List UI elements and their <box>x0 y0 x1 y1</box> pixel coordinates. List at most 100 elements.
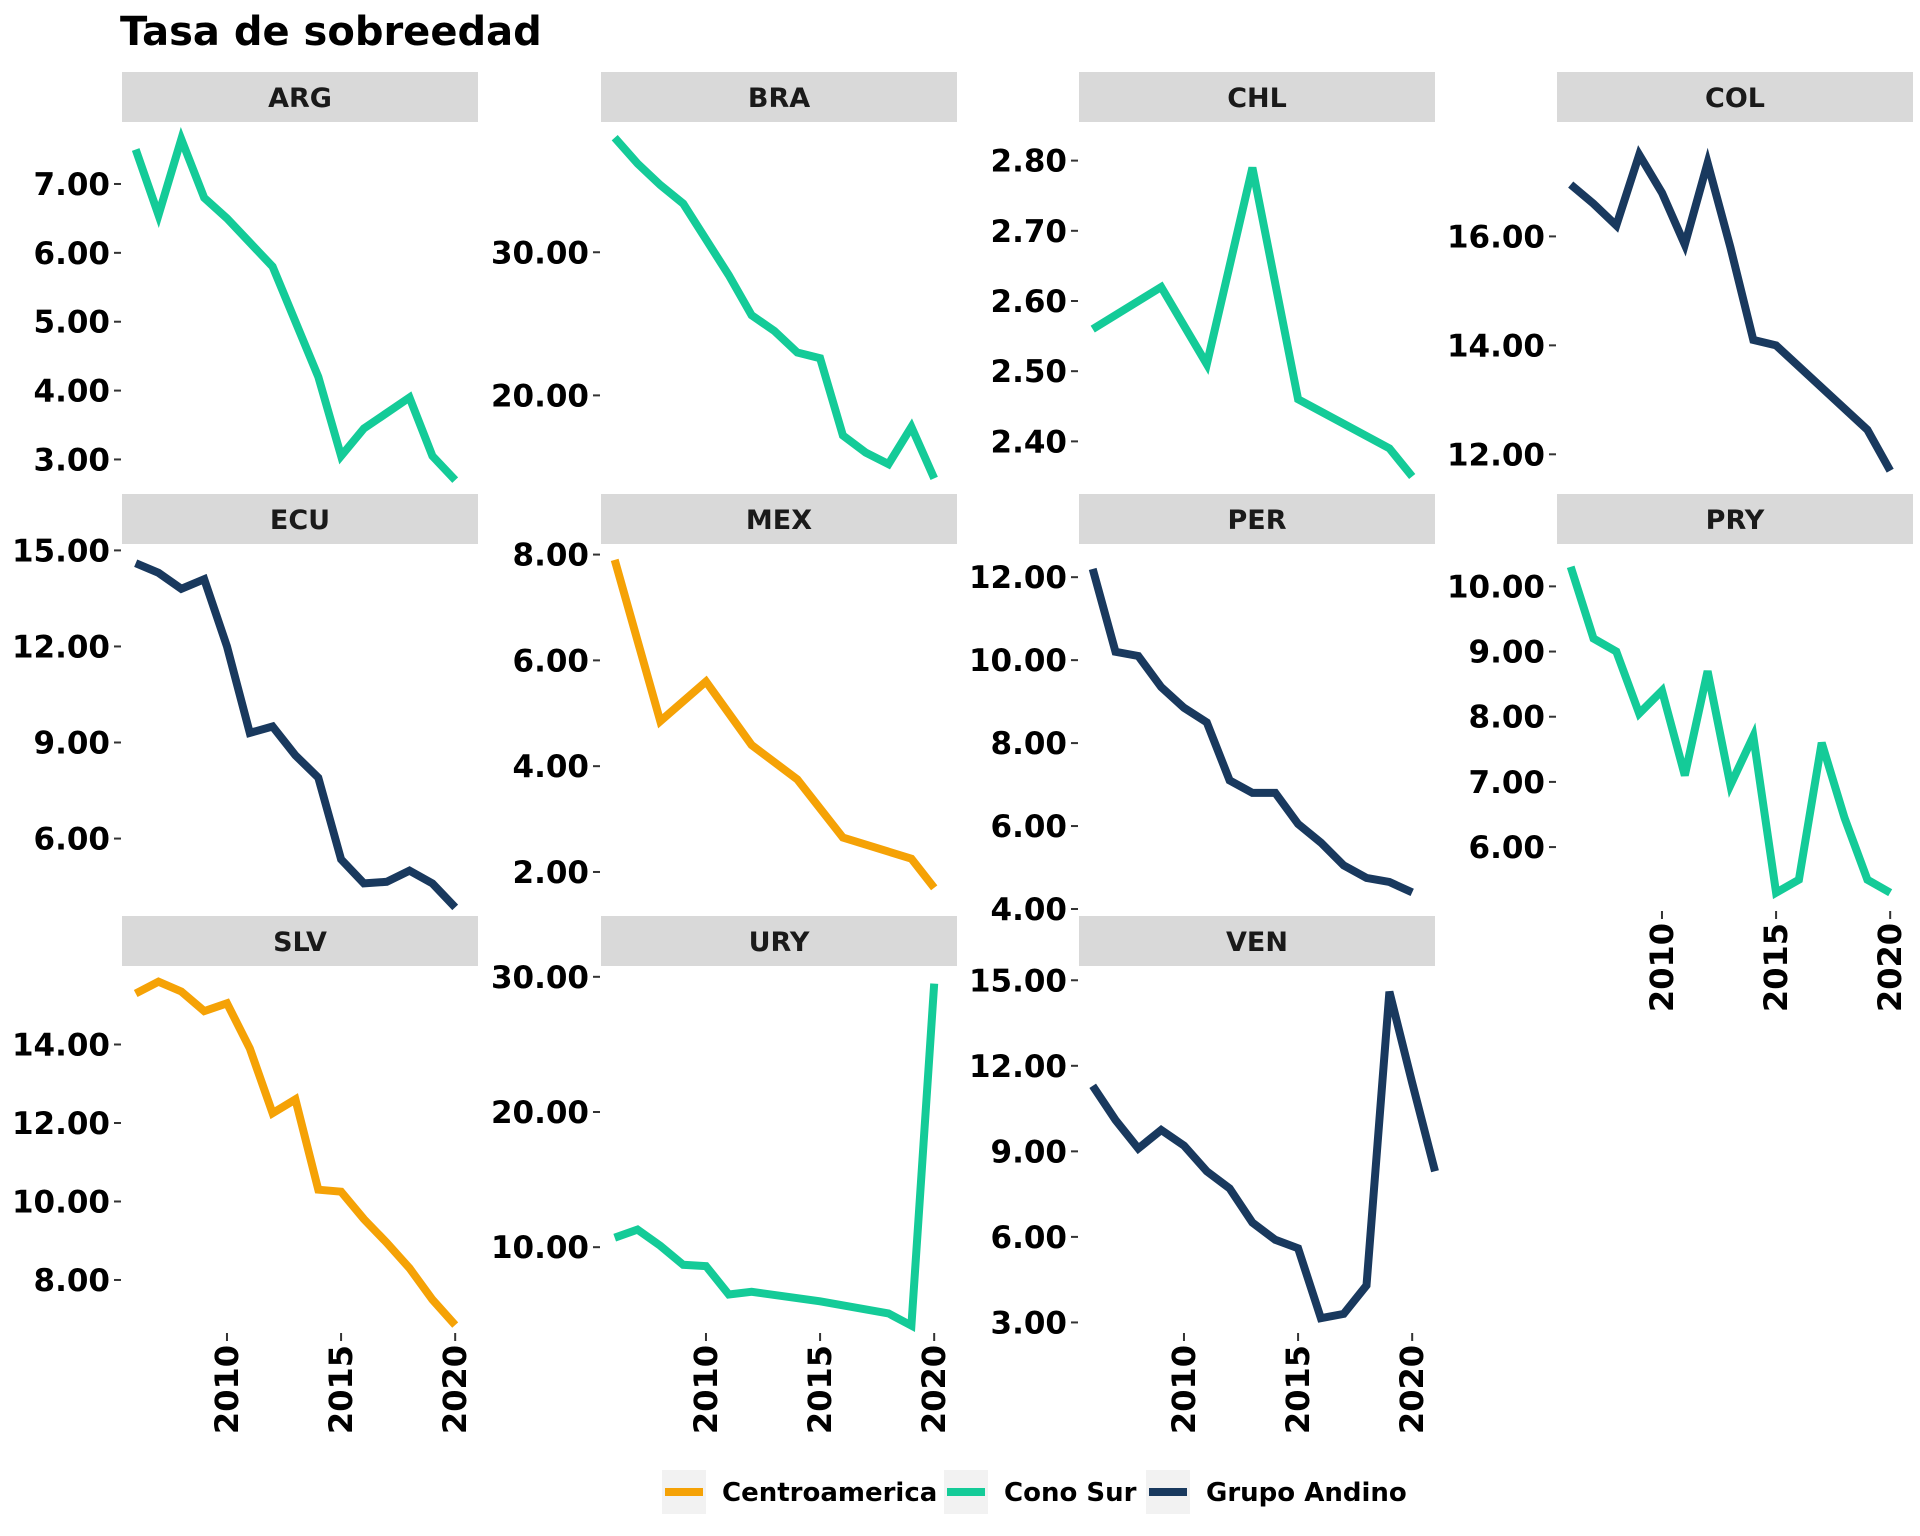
y-tick-label: 2.00 <box>513 855 590 891</box>
x-tick-label: 2020 <box>1871 923 1909 1012</box>
series-line-ecu <box>134 559 459 911</box>
panel-mex: MEX 8.00 6.00 4.00 2.00 <box>513 494 957 891</box>
y-tick-label: 15.00 <box>969 963 1067 999</box>
series-line-bra <box>611 135 938 481</box>
facet-label: COL <box>1705 83 1765 114</box>
series-line-ury <box>613 983 939 1333</box>
y-tick-label: 12.00 <box>1447 437 1545 473</box>
facet-strip <box>601 494 957 544</box>
facet-panels: ARG 7.00 6.00 5.00 4.00 3.00 BRA 30.00 20.00 CHL 2… <box>12 72 1913 1434</box>
series-line-slv <box>133 977 459 1328</box>
y-tick-label: 6.00 <box>1469 830 1546 866</box>
y-tick-label: 2.70 <box>991 214 1068 250</box>
y-tick-label: 14.00 <box>1447 328 1545 364</box>
facet-strip <box>601 72 957 122</box>
legend-item: Centroamerica <box>662 1470 937 1514</box>
facet-label: PER <box>1227 505 1286 536</box>
x-tick-label: 2015 <box>322 1345 360 1434</box>
panel-arg: ARG 7.00 6.00 5.00 4.00 3.00 <box>34 72 478 483</box>
x-tick-label: 2015 <box>801 1345 839 1434</box>
facet-label: MEX <box>746 505 812 536</box>
y-tick-label: 12.00 <box>12 1106 110 1142</box>
panel-chl: CHL 2.80 2.70 2.60 2.50 2.40 <box>991 72 1435 480</box>
panel-ven: VEN 15.00 12.00 9.00 6.00 3.00 2010 2015 2020 <box>969 916 1439 1434</box>
y-tick-label: 2.60 <box>991 284 1068 320</box>
x-tick-label: 2020 <box>436 1345 474 1434</box>
legend-item: Cono Sur <box>944 1470 1137 1514</box>
series-line-chl <box>1090 166 1416 480</box>
legend-label: Cono Sur <box>1004 1478 1137 1508</box>
legend-label: Centroamerica <box>722 1478 937 1508</box>
series-line-per <box>1088 567 1414 897</box>
facet-strip <box>1079 72 1435 122</box>
facet-strip <box>1557 72 1913 122</box>
y-tick-label: 9.00 <box>991 1134 1068 1170</box>
y-tick-label: 8.00 <box>513 538 590 574</box>
y-tick-label: 12.00 <box>969 1049 1067 1085</box>
y-tick-label: 9.00 <box>1469 635 1546 671</box>
series-line-pry <box>1566 565 1893 900</box>
panel-ecu: ECU 15.00 12.00 9.00 6.00 <box>12 494 478 911</box>
y-tick-label: 8.00 <box>1469 700 1546 736</box>
y-tick-label: 2.40 <box>991 424 1068 460</box>
x-tick-label: 2015 <box>1279 1345 1317 1434</box>
facet-strip <box>1079 916 1435 966</box>
y-tick-label: 15.00 <box>12 533 110 569</box>
legend-item: Grupo Andino <box>1146 1470 1407 1514</box>
panel-bra: BRA 30.00 20.00 <box>491 72 957 481</box>
panel-per: PER 12.00 10.00 8.00 6.00 4.00 <box>969 494 1435 928</box>
facet-strip <box>122 916 478 966</box>
y-tick-label: 10.00 <box>969 643 1067 679</box>
facet-label: CHL <box>1227 83 1287 114</box>
y-tick-label: 30.00 <box>491 235 589 271</box>
y-tick-label: 7.00 <box>1469 765 1546 801</box>
facet-strip <box>122 72 478 122</box>
facet-label: SLV <box>273 927 327 958</box>
panel-pry: PRY 10.00 9.00 8.00 7.00 6.00 2010 2015 2020 <box>1447 494 1913 1012</box>
y-tick-label: 4.00 <box>513 749 590 785</box>
legend: Centroamerica Cono Sur Grupo Andino <box>662 1470 1407 1514</box>
y-tick-label: 12.00 <box>12 629 110 665</box>
legend-label: Grupo Andino <box>1206 1478 1407 1508</box>
y-tick-label: 6.00 <box>34 236 111 272</box>
x-tick-label: 2010 <box>1643 923 1681 1012</box>
y-tick-label: 8.00 <box>34 1263 111 1299</box>
facet-strip <box>1557 494 1913 544</box>
y-tick-label: 7.00 <box>34 167 111 203</box>
series-line-mex <box>610 558 938 891</box>
y-tick-label: 20.00 <box>491 378 589 414</box>
x-tick-label: 2010 <box>208 1345 246 1434</box>
facet-label: ARG <box>268 83 332 114</box>
x-tick-label: 2020 <box>1393 1345 1431 1434</box>
y-tick-label: 6.00 <box>991 1220 1068 1256</box>
y-tick-label: 4.00 <box>991 892 1068 928</box>
facet-label: PRY <box>1706 505 1765 536</box>
facet-label: URY <box>749 927 810 958</box>
y-tick-label: 5.00 <box>34 305 111 341</box>
y-tick-label: 4.00 <box>34 374 111 410</box>
facet-strip <box>1079 494 1435 544</box>
x-tick-label: 2015 <box>1757 923 1795 1012</box>
y-tick-label: 16.00 <box>1447 219 1545 255</box>
series-line-col <box>1568 145 1894 473</box>
facet-label: VEN <box>1226 927 1288 958</box>
y-tick-label: 10.00 <box>12 1184 110 1220</box>
chart-title: Tasa de sobreedad <box>120 9 542 55</box>
facet-label: ECU <box>270 505 330 536</box>
facet-label: BRA <box>748 83 810 114</box>
y-tick-label: 6.00 <box>991 809 1068 845</box>
x-tick-label: 2010 <box>1165 1345 1203 1434</box>
x-tick-label: 2010 <box>687 1345 725 1434</box>
panel-ury: URY 30.00 20.00 10.00 2010 2015 2020 <box>491 916 957 1434</box>
y-tick-label: 14.00 <box>12 1027 110 1063</box>
y-tick-label: 3.00 <box>991 1305 1068 1341</box>
y-tick-label: 12.00 <box>969 560 1067 596</box>
series-line-arg <box>131 126 459 483</box>
y-tick-label: 3.00 <box>34 442 111 478</box>
y-tick-label: 20.00 <box>491 1095 589 1131</box>
panel-slv: SLV 14.00 12.00 10.00 8.00 2010 2015 2020 <box>12 916 478 1434</box>
y-tick-label: 10.00 <box>491 1230 589 1266</box>
y-tick-label: 8.00 <box>991 726 1068 762</box>
y-tick-label: 2.50 <box>991 354 1068 390</box>
